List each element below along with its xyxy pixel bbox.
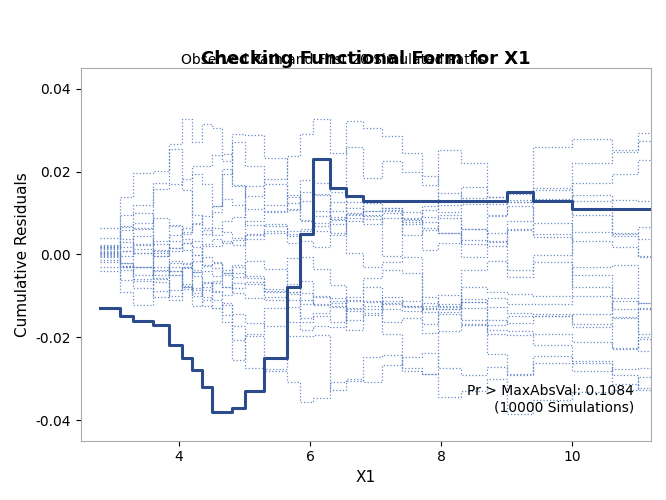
Text: Pr > MaxAbsVal: 0.1084
(10000 Simulations): Pr > MaxAbsVal: 0.1084 (10000 Simulation…: [467, 384, 634, 414]
Y-axis label: Cumulative Residuals: Cumulative Residuals: [15, 172, 30, 336]
X-axis label: X1: X1: [356, 470, 376, 485]
Title: Checking Functional Form for X1: Checking Functional Form for X1: [201, 50, 531, 68]
Text: Observed Path and First 20 Simulated Paths: Observed Path and First 20 Simulated Pat…: [180, 52, 486, 66]
